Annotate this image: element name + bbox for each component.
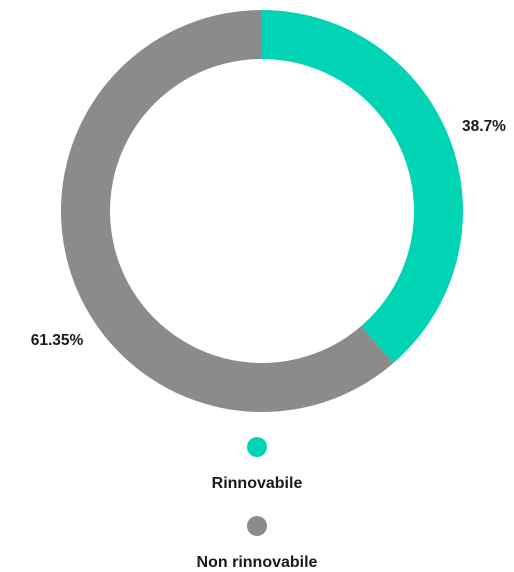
- slice-label-non-rinnovabile: 61.35%: [31, 332, 84, 349]
- legend-label-non-rinnovabile: Non rinnovabile: [196, 554, 318, 571]
- slice-rinnovabile: [262, 10, 463, 364]
- slice-label-rinnovabile: 38.7%: [462, 118, 506, 135]
- legend-item-rinnovabile: Rinnovabile: [0, 437, 514, 493]
- slice-labels: 38.7% 61.35%: [31, 118, 506, 349]
- donut-slices: [60, 10, 463, 412]
- legend-swatch-rinnovabile: [247, 437, 267, 457]
- legend-item-non-rinnovabile: Non rinnovabile: [0, 516, 514, 572]
- slice-non-rinnovabile: [60, 10, 394, 412]
- legend-label-rinnovabile: Rinnovabile: [211, 475, 303, 492]
- legend-swatch-non-rinnovabile: [247, 516, 267, 536]
